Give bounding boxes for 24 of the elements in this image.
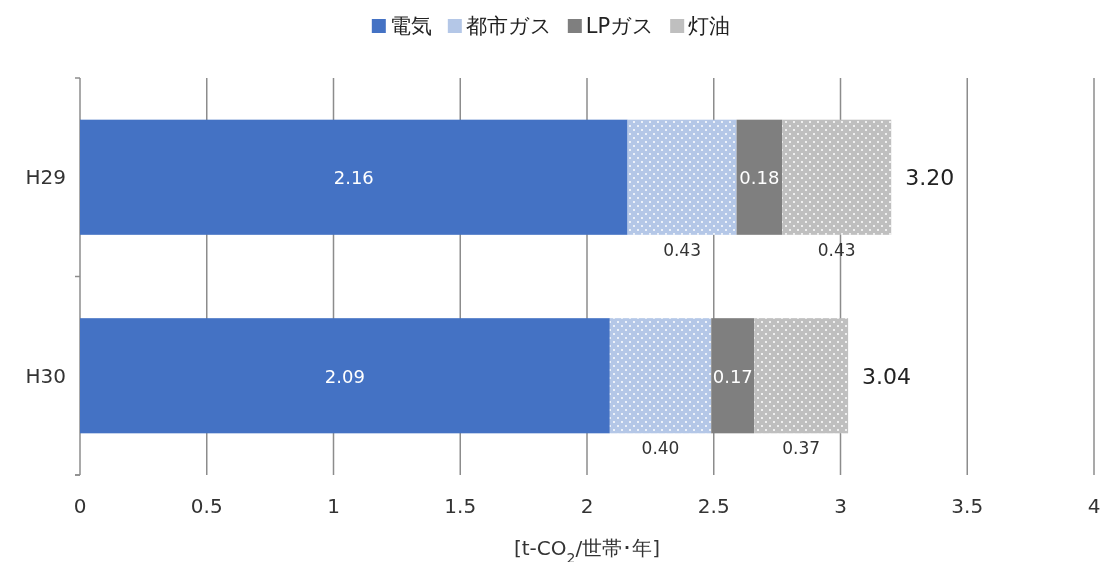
x-tick-label: 1 [327, 494, 340, 518]
x-tick-label: 1.5 [444, 494, 477, 518]
legend-label: 都市ガス [465, 14, 552, 38]
legend-label: 灯油 [688, 14, 731, 38]
data-label: 0.40 [641, 438, 680, 459]
x-tick-label: 3.5 [951, 494, 984, 518]
legend-label: 電気 [389, 14, 432, 38]
data-label: 2.16 [333, 167, 374, 189]
x-tick-label: 2 [580, 494, 594, 518]
data-label: 0.17 [712, 365, 753, 387]
data-label: 2.09 [324, 365, 365, 387]
y-tick-label: H30 [25, 363, 66, 388]
x-tick-label: 4 [1087, 494, 1101, 518]
data-label: 0.37 [782, 438, 821, 459]
x-tick-label: 3 [834, 494, 847, 518]
data-label: 0.18 [739, 167, 780, 189]
total-label: 3.20 [905, 165, 955, 191]
legend-label: LPガス [585, 14, 655, 38]
y-tick-label: H29 [25, 165, 66, 190]
x-tick-label: 0 [73, 494, 87, 518]
data-label: 0.43 [663, 239, 701, 260]
total-label: 3.04 [862, 363, 912, 389]
x-tick-label: 2.5 [697, 494, 730, 518]
x-tick-label: 0.5 [190, 494, 223, 518]
